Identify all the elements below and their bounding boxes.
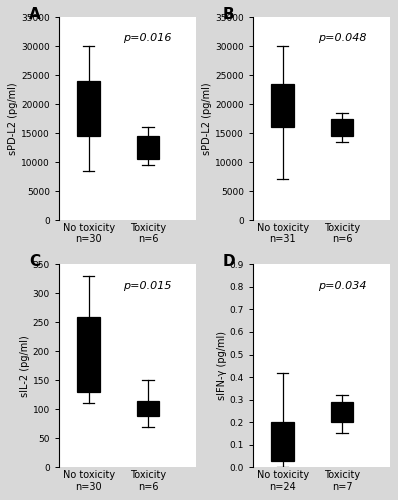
Text: p=0.048: p=0.048 (318, 34, 366, 43)
PathPatch shape (331, 118, 353, 136)
Y-axis label: sIFN-γ (pg/ml): sIFN-γ (pg/ml) (217, 332, 227, 400)
Text: p=0.034: p=0.034 (318, 280, 366, 290)
Text: C: C (29, 254, 40, 269)
Y-axis label: sIL-2 (pg/ml): sIL-2 (pg/ml) (20, 335, 30, 396)
PathPatch shape (77, 81, 100, 136)
Text: B: B (223, 7, 234, 22)
Y-axis label: sPD-L2 (pg/ml): sPD-L2 (pg/ml) (8, 82, 18, 155)
Text: p=0.015: p=0.015 (123, 280, 172, 290)
PathPatch shape (331, 402, 353, 422)
Y-axis label: sPD-L2 (pg/ml): sPD-L2 (pg/ml) (203, 82, 213, 155)
Text: A: A (29, 7, 41, 22)
Text: p=0.016: p=0.016 (123, 34, 172, 43)
PathPatch shape (271, 84, 294, 128)
PathPatch shape (137, 400, 159, 416)
PathPatch shape (271, 422, 294, 461)
PathPatch shape (137, 136, 159, 159)
PathPatch shape (77, 316, 100, 392)
Text: D: D (223, 254, 236, 269)
